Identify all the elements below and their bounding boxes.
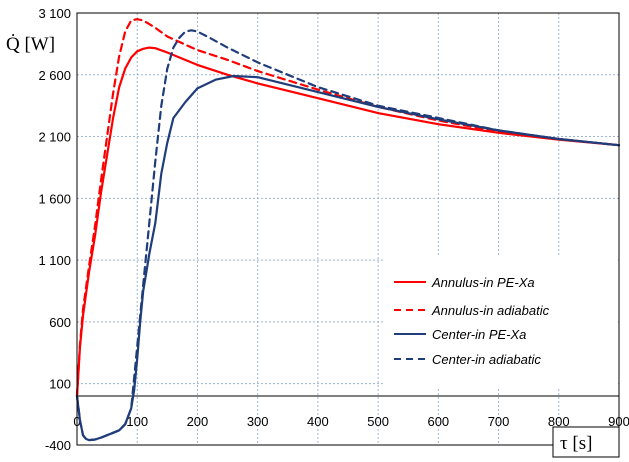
legend-label-center-pexa: Center-in PE-Xa — [432, 327, 526, 342]
x-tick-label-4: 400 — [307, 414, 329, 429]
x-tick-label-3: 300 — [247, 414, 269, 429]
legend-label-annulus-pexa: Annulus-in PE-Xa — [431, 275, 535, 290]
x-tick-label-7: 700 — [488, 414, 510, 429]
y-tick-label-0: -400 — [45, 438, 71, 453]
legend-label-center-adiabatic: Center-in adiabatic — [432, 352, 541, 367]
x-tick-label-8: 800 — [548, 414, 570, 429]
plot-frame — [76, 12, 620, 446]
legend: Annulus-in PE-Xa Annulus-in adiabatic Ce… — [385, 257, 618, 387]
y-tick-label-2: 600 — [49, 315, 71, 330]
y-tick-label-7: 3 100 — [38, 6, 71, 21]
series-line-1 — [75, 18, 621, 398]
y-tick-label-5: 2 100 — [38, 130, 71, 145]
x-tick-label-5: 500 — [367, 414, 389, 429]
x-tick-label-6: 600 — [427, 414, 449, 429]
y-tick-label-6: 2 600 — [38, 68, 71, 83]
x-tick-label-1: 100 — [126, 414, 148, 429]
x-tick-label-2: 200 — [187, 414, 209, 429]
y-axis-label: Q̇ [W] — [6, 32, 55, 55]
x-axis-label: τ [s] — [560, 433, 592, 454]
legend-box — [385, 257, 618, 387]
legend-label-annulus-adiabatic: Annulus-in adiabatic — [431, 303, 550, 318]
series-lines — [75, 18, 621, 442]
series-line-0 — [75, 46, 621, 398]
series-line-3 — [75, 29, 621, 442]
tick-labels: 0 100 200 300 400 500 600 700 800 900-4001006001 … — [38, 6, 629, 453]
y-tick-label-3: 1 100 — [38, 253, 71, 268]
y-tick-label-1: 100 — [49, 377, 71, 392]
x-axis-label-box — [552, 426, 620, 458]
y-tick-label-4: 1 600 — [38, 191, 71, 206]
